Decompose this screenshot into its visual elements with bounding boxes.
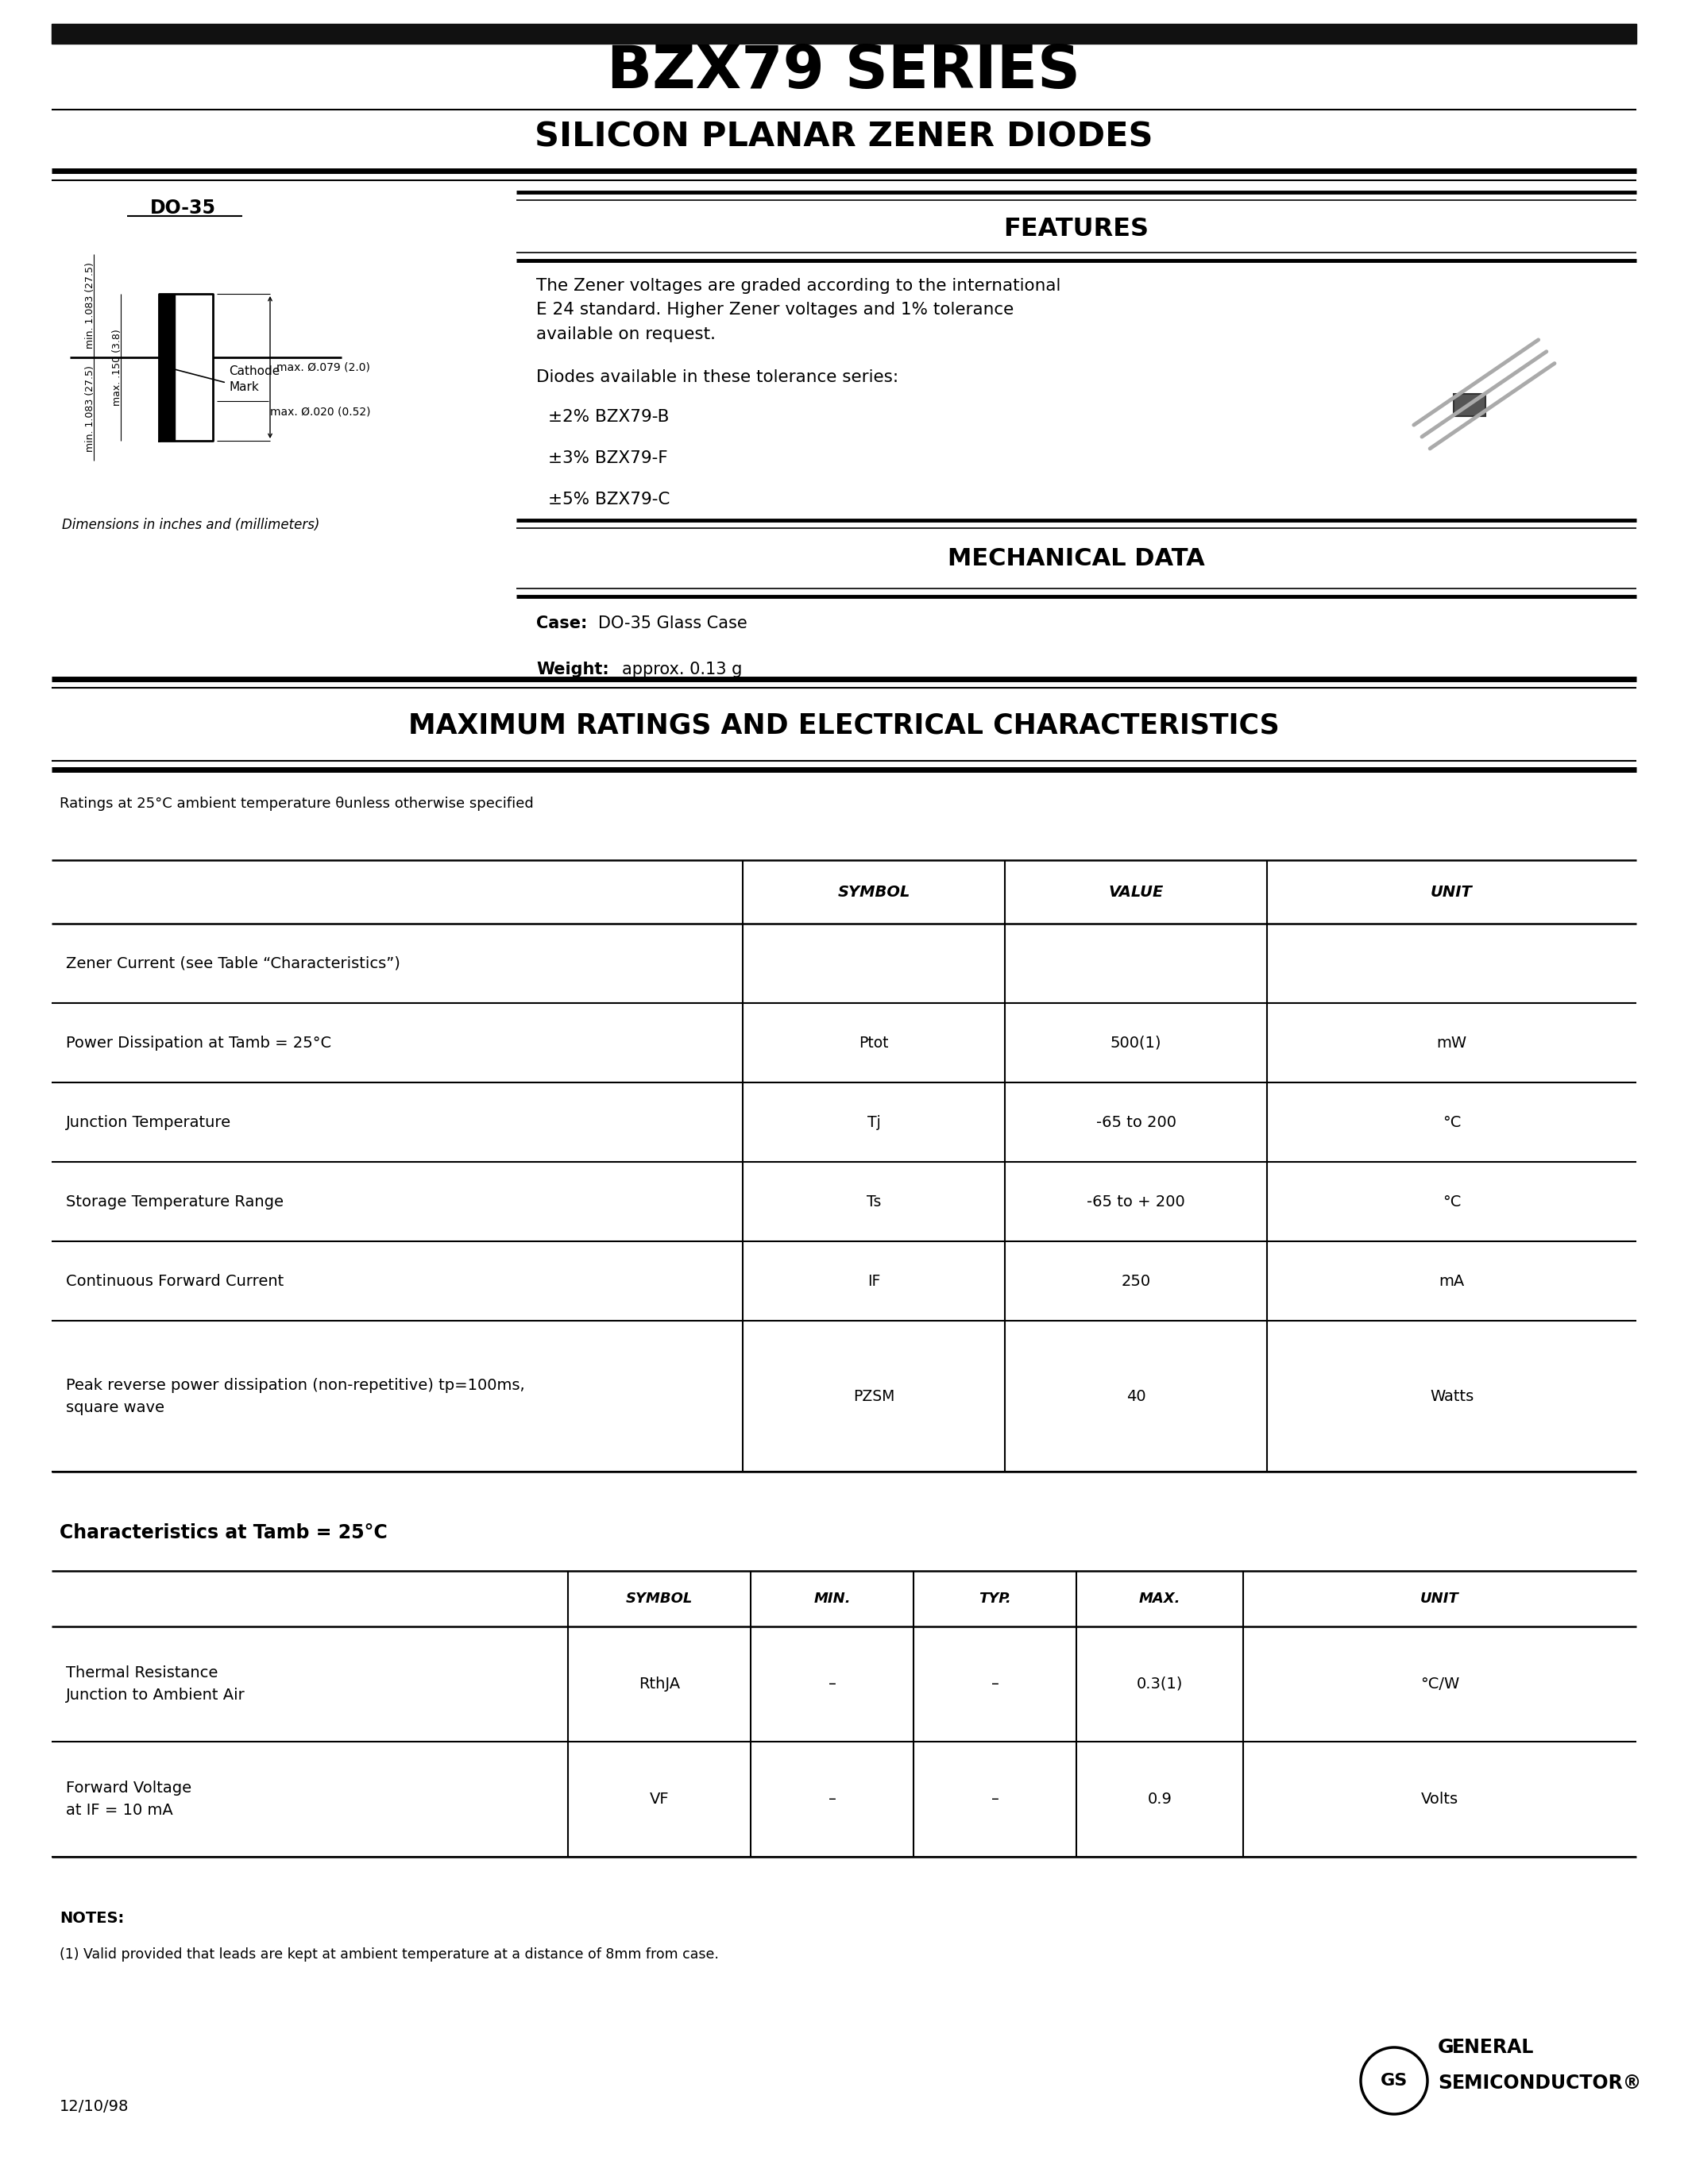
Text: (1) Valid provided that leads are kept at ambient temperature at a distance of 8: (1) Valid provided that leads are kept a… [59,1948,719,1961]
Text: VALUE: VALUE [1109,885,1163,900]
Text: Diodes available in these tolerance series:: Diodes available in these tolerance seri… [537,369,898,384]
Text: BZX79 SERIES: BZX79 SERIES [608,41,1080,100]
Text: max. Ø.020 (0.52): max. Ø.020 (0.52) [270,406,371,417]
Text: Forward Voltage
at IF = 10 mA: Forward Voltage at IF = 10 mA [66,1780,191,1817]
Text: Ts: Ts [866,1195,881,1210]
Text: Tj: Tj [868,1114,881,1129]
Text: TYP.: TYP. [979,1592,1011,1605]
Text: 12/10/98: 12/10/98 [59,2099,128,2114]
Text: 500(1): 500(1) [1111,1035,1161,1051]
Text: Ptot: Ptot [859,1035,888,1051]
Text: –: – [829,1677,836,1693]
Text: PZSM: PZSM [852,1389,895,1404]
Text: SILICON PLANAR ZENER DIODES: SILICON PLANAR ZENER DIODES [535,120,1153,153]
Text: Thermal Resistance
Junction to Ambient Air: Thermal Resistance Junction to Ambient A… [66,1666,245,1704]
Text: UNIT: UNIT [1431,885,1472,900]
Text: °C: °C [1442,1114,1462,1129]
Text: SYMBOL: SYMBOL [626,1592,692,1605]
Text: 0.9: 0.9 [1148,1791,1171,1806]
Text: Zener Current (see Table “Characteristics”): Zener Current (see Table “Characteristic… [66,957,400,972]
Text: –: – [991,1791,999,1806]
Text: 40: 40 [1126,1389,1146,1404]
Text: Weight:: Weight: [537,662,609,677]
Polygon shape [52,24,1636,44]
Polygon shape [159,295,213,441]
Text: ±5% BZX79-C: ±5% BZX79-C [549,491,670,507]
Text: Peak reverse power dissipation (non-repetitive) tp=100ms,
square wave: Peak reverse power dissipation (non-repe… [66,1378,525,1415]
Text: Mark: Mark [230,382,258,393]
Text: max. .150 (3.8): max. .150 (3.8) [113,330,123,406]
Text: mA: mA [1438,1273,1465,1289]
Text: min. 1.083 (27.5): min. 1.083 (27.5) [86,365,96,452]
Text: -65 to + 200: -65 to + 200 [1087,1195,1185,1210]
Text: VF: VF [650,1791,668,1806]
Text: 250: 250 [1121,1273,1151,1289]
Text: °C: °C [1442,1195,1462,1210]
Text: max. Ø.079 (2.0): max. Ø.079 (2.0) [277,363,370,373]
Polygon shape [159,295,176,441]
Text: min. 1.083 (27.5): min. 1.083 (27.5) [86,262,96,349]
Text: Watts: Watts [1430,1389,1474,1404]
Text: Continuous Forward Current: Continuous Forward Current [66,1273,284,1289]
Text: approx. 0.13 g: approx. 0.13 g [621,662,743,677]
Text: MAX.: MAX. [1139,1592,1180,1605]
Text: GS: GS [1381,2073,1408,2088]
Text: UNIT: UNIT [1420,1592,1458,1605]
Text: Volts: Volts [1421,1791,1458,1806]
Text: SYMBOL: SYMBOL [837,885,910,900]
Text: ±2% BZX79-B: ±2% BZX79-B [549,408,668,426]
Text: Dimensions in inches and (millimeters): Dimensions in inches and (millimeters) [62,518,319,533]
Text: -65 to 200: -65 to 200 [1096,1114,1177,1129]
Text: –: – [829,1791,836,1806]
Text: MIN.: MIN. [814,1592,851,1605]
Text: ±3% BZX79-F: ±3% BZX79-F [549,450,668,465]
Text: Power Dissipation at Tamb = 25°C: Power Dissipation at Tamb = 25°C [66,1035,331,1051]
Text: 0.3(1): 0.3(1) [1136,1677,1183,1693]
Text: NOTES:: NOTES: [59,1911,125,1926]
Text: FEATURES: FEATURES [1004,216,1150,240]
Text: Junction Temperature: Junction Temperature [66,1114,231,1129]
Text: EMICONDUCTOR®: EMICONDUCTOR® [1452,2073,1642,2092]
Text: Case:: Case: [537,616,587,631]
Text: Storage Temperature Range: Storage Temperature Range [66,1195,284,1210]
Text: G: G [1438,2038,1453,2057]
Text: IF: IF [868,1273,881,1289]
Text: Ratings at 25°C ambient temperature θunless otherwise specified: Ratings at 25°C ambient temperature θunl… [59,797,533,810]
Text: mW: mW [1436,1035,1467,1051]
Text: RthJA: RthJA [638,1677,680,1693]
Text: Cathode: Cathode [230,365,280,378]
Text: °C/W: °C/W [1420,1677,1460,1693]
Text: MECHANICAL DATA: MECHANICAL DATA [947,546,1205,570]
FancyBboxPatch shape [1453,395,1485,417]
Text: DO-35 Glass Case: DO-35 Glass Case [598,616,748,631]
Text: S: S [1438,2073,1452,2092]
Text: DO-35: DO-35 [150,199,216,218]
Text: The Zener voltages are graded according to the international
E 24 standard. High: The Zener voltages are graded according … [537,277,1060,343]
Text: Characteristics at Tamb = 25°C: Characteristics at Tamb = 25°C [59,1522,388,1542]
Text: –: – [991,1677,999,1693]
Text: ENERAL: ENERAL [1452,2038,1534,2057]
Text: MAXIMUM RATINGS AND ELECTRICAL CHARACTERISTICS: MAXIMUM RATINGS AND ELECTRICAL CHARACTER… [408,712,1280,738]
